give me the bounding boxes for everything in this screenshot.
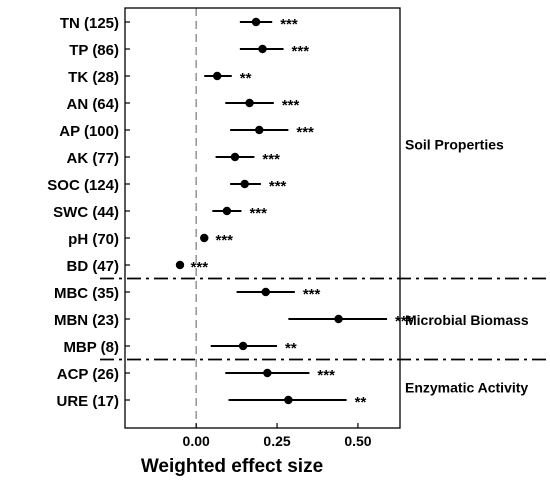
significance-label: *** [282,97,300,114]
effect-point [251,17,261,27]
group-label: Microbial Biomass [405,312,529,328]
row-label: SOC (124) [47,177,119,194]
effect-point [240,179,249,189]
significance-label: ** [355,394,367,411]
significance-label: *** [303,286,321,303]
row-label: TP (86) [69,42,119,59]
row-label: SWC (44) [53,204,119,221]
significance-label: *** [280,16,298,33]
effect-point [261,287,270,297]
group-label: Soil Properties [405,137,504,153]
significance-label: *** [216,232,234,249]
x-axis-ticks: 0.00 0.25 0.50 [183,423,372,449]
significance-label: *** [317,367,335,384]
effect-point [213,71,222,81]
significance-label: *** [296,124,314,141]
significance-label: ** [240,70,252,87]
x-tick-label: 0.50 [344,433,371,449]
significance-label: ** [285,340,297,357]
effect-point [263,368,272,378]
effect-point [222,206,232,216]
significance-label: *** [292,43,310,60]
row-label: TK (28) [68,69,119,86]
significance-label: *** [249,205,267,222]
row-labels: TN (125) TP (86) TK (28) AN (64) AP (100) AK … [47,15,119,410]
row-label: MBN (23) [54,312,119,329]
effect-point [258,44,267,54]
row-label: ACP (26) [57,366,119,383]
significance-label: *** [269,178,287,195]
group-dividers [100,277,548,361]
row-label: pH (70) [68,231,119,248]
row-label: MBC (35) [54,285,119,302]
effect-point [245,98,254,108]
group-labels: Soil Properties Microbial Biomass Enzymati… [405,137,529,396]
effect-point [255,125,264,135]
row-label: URE (17) [56,393,119,410]
data-marks: ****************************************… [125,16,413,411]
row-label: AN (64) [66,96,119,113]
x-axis-title: Weighted effect size [141,456,323,477]
group-label: Enzymatic Activity [405,380,528,396]
row-label: BD (47) [66,258,119,275]
x-tick-label: 0.00 [183,433,210,449]
x-tick-label: 0.25 [263,433,290,449]
row-label: AK (77) [66,150,119,167]
significance-label: *** [191,259,209,276]
effect-point [284,395,293,405]
effect-point [230,152,240,162]
row-label: AP (100) [59,123,119,140]
effect-point [175,260,185,270]
significance-label: *** [262,151,280,168]
effect-point [238,341,248,351]
row-label: MBP (8) [63,339,119,356]
effect-point [200,233,209,243]
plot-frame [124,7,401,429]
row-label: TN (125) [60,15,119,32]
effect-point [334,314,343,324]
